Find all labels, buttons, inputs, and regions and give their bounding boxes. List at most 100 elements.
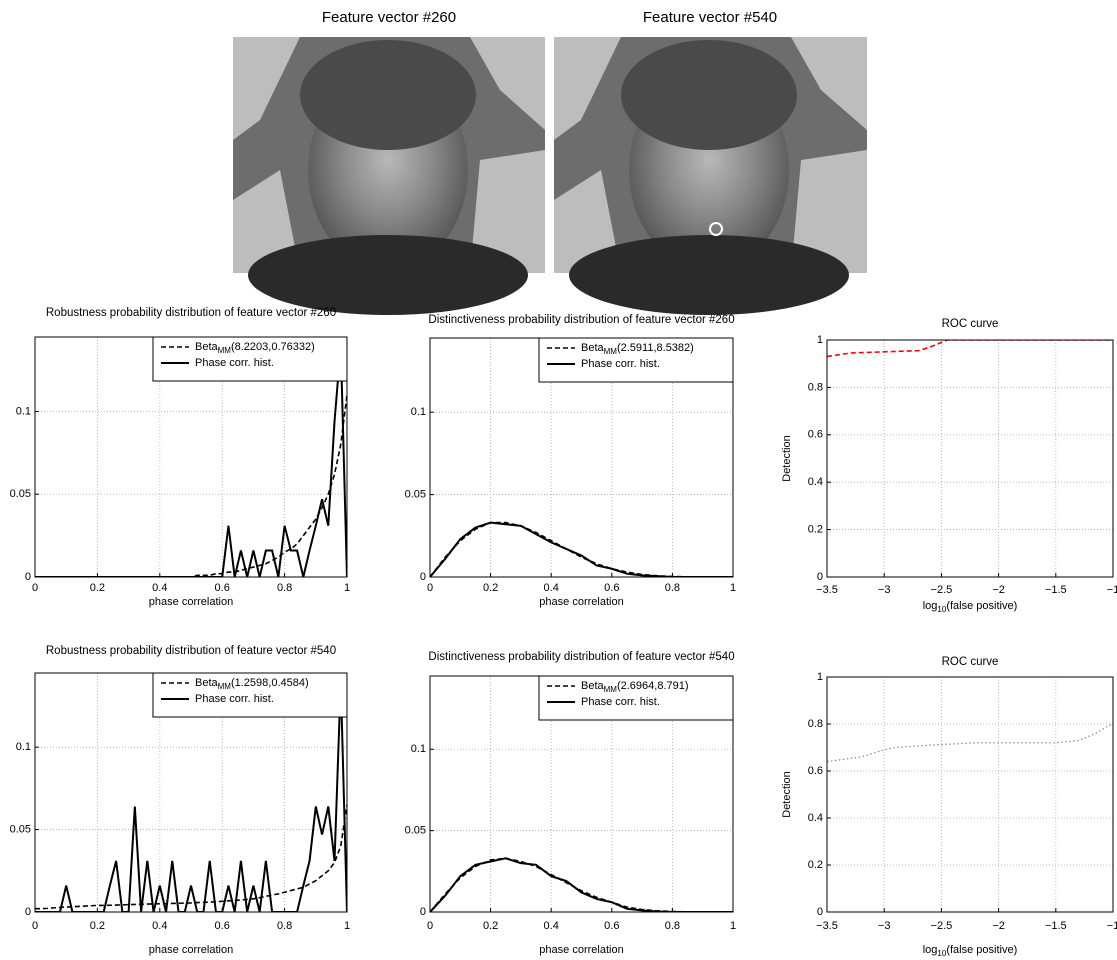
x-tick-label: −1: [1107, 584, 1117, 596]
x-tick-label: −2.5: [931, 920, 953, 932]
chart-title: Robustness probability distribution of f…: [46, 307, 336, 319]
data-line: [35, 681, 347, 912]
legend-label-part: Beta: [195, 677, 219, 689]
x-tick-label: 0.2: [483, 582, 498, 594]
x-tick-label: 0.2: [90, 582, 105, 594]
legend-label-part: (8.2203,0.76332): [231, 341, 315, 353]
y-tick-label: 0.4: [808, 476, 823, 488]
legend-label: BetaMM(2.6964,8.791): [581, 680, 689, 694]
x-axis-label: log10(false positive): [923, 600, 1018, 614]
x-tick-label: 0: [427, 582, 433, 594]
x-axis-label: phase correlation: [539, 944, 623, 956]
y-tick-label: 0: [420, 906, 426, 918]
chart-title: Robustness probability distribution of f…: [46, 645, 336, 657]
x-tick-label: 0: [427, 920, 433, 932]
data-line: [35, 394, 347, 577]
data-line: [35, 345, 347, 577]
y-tick-label: 0.05: [10, 823, 31, 835]
legend-label-part: MM: [604, 347, 618, 356]
x-tick-label: −3: [878, 920, 891, 932]
x-tick-label: −3.5: [816, 584, 838, 596]
legend-label-part: MM: [218, 346, 232, 355]
chart-title: ROC curve: [942, 656, 999, 668]
x-axis-label-part: 10: [937, 949, 946, 958]
image-title: Feature vector #260: [322, 9, 456, 26]
y-tick-label: 0.8: [808, 718, 823, 730]
y-tick-label: 0.6: [808, 765, 823, 777]
x-tick-label: 1: [344, 920, 350, 932]
legend-label: BetaMM(2.5911,8.5382): [581, 342, 694, 356]
x-tick-label: −2: [992, 920, 1005, 932]
legend-label: BetaMM(8.2203,0.76332): [195, 341, 315, 355]
x-tick-label: 0: [32, 920, 38, 932]
legend-label: Phase corr. hist.: [581, 696, 660, 708]
image-title: Feature vector #540: [643, 9, 777, 26]
x-tick-label: 0.6: [215, 582, 230, 594]
y-tick-label: 0.1: [411, 743, 426, 755]
legend-box: [152, 336, 348, 382]
x-tick-label: 0.6: [604, 920, 619, 932]
x-tick-label: 0: [32, 582, 38, 594]
x-tick-label: 0.4: [152, 920, 167, 932]
y-tick-label: 0.05: [405, 488, 426, 500]
x-axis-label-part: log: [923, 944, 938, 956]
x-tick-label: 0.4: [152, 582, 167, 594]
x-tick-label: 0.8: [277, 920, 292, 932]
y-axis-label: Detection: [781, 771, 793, 817]
legend-label-part: MM: [218, 682, 232, 691]
y-tick-label: 1: [817, 671, 823, 683]
x-tick-label: 0.8: [665, 920, 680, 932]
x-axis-label-part: log: [923, 600, 938, 612]
legend-label-part: (2.5911,8.5382): [617, 342, 694, 354]
legend-box: [538, 337, 734, 383]
x-tick-label: 0.8: [665, 582, 680, 594]
x-tick-label: −1: [1107, 920, 1117, 932]
x-tick-label: −2.5: [931, 584, 953, 596]
x-tick-label: 0.4: [544, 920, 559, 932]
data-line: [430, 521, 733, 577]
chart-title: Distinctiveness probability distribution…: [428, 314, 734, 326]
x-tick-label: 0.8: [277, 582, 292, 594]
x-axis-label-part: (false positive): [946, 944, 1017, 956]
photo: [233, 37, 545, 315]
x-tick-label: 1: [730, 582, 736, 594]
x-axis-label-part: 10: [937, 605, 946, 614]
y-tick-label: 0.05: [405, 825, 426, 837]
y-axis-label: Detection: [781, 435, 793, 481]
x-tick-label: 0.6: [215, 920, 230, 932]
x-tick-label: 1: [730, 920, 736, 932]
legend-label: Phase corr. hist.: [195, 693, 274, 705]
x-tick-label: 0.6: [604, 582, 619, 594]
y-tick-label: 0.2: [808, 859, 823, 871]
legend-label-part: Beta: [581, 342, 605, 354]
x-tick-label: −1.5: [1045, 920, 1067, 932]
x-tick-label: −3: [878, 584, 891, 596]
plot-area: [827, 340, 1113, 577]
chart-title: Distinctiveness probability distribution…: [428, 651, 734, 663]
x-tick-label: −1.5: [1045, 584, 1067, 596]
y-tick-label: 0: [420, 571, 426, 583]
chart-title: ROC curve: [942, 318, 999, 330]
axes-frame: [826, 676, 1114, 913]
y-tick-label: 0: [817, 571, 823, 583]
legend-label-part: Beta: [195, 341, 219, 353]
x-tick-label: 0.2: [90, 920, 105, 932]
y-tick-label: 0.1: [411, 406, 426, 418]
y-tick-label: 0: [25, 571, 31, 583]
x-axis-label: log10(false positive): [923, 944, 1018, 958]
x-axis-label: phase correlation: [149, 944, 233, 956]
legend-box: [538, 675, 734, 721]
y-tick-label: 1: [817, 334, 823, 346]
y-tick-label: 0.1: [16, 405, 31, 417]
legend-label: BetaMM(1.2598,0.4584): [195, 677, 309, 691]
x-axis-label: phase correlation: [149, 596, 233, 608]
data-line: [35, 804, 347, 910]
x-axis-label: phase correlation: [539, 596, 623, 608]
axes-frame: [826, 339, 1114, 578]
y-tick-label: 0: [817, 906, 823, 918]
data-line: [827, 723, 1113, 763]
y-tick-label: 0.8: [808, 381, 823, 393]
y-tick-label: 0.4: [808, 812, 823, 824]
